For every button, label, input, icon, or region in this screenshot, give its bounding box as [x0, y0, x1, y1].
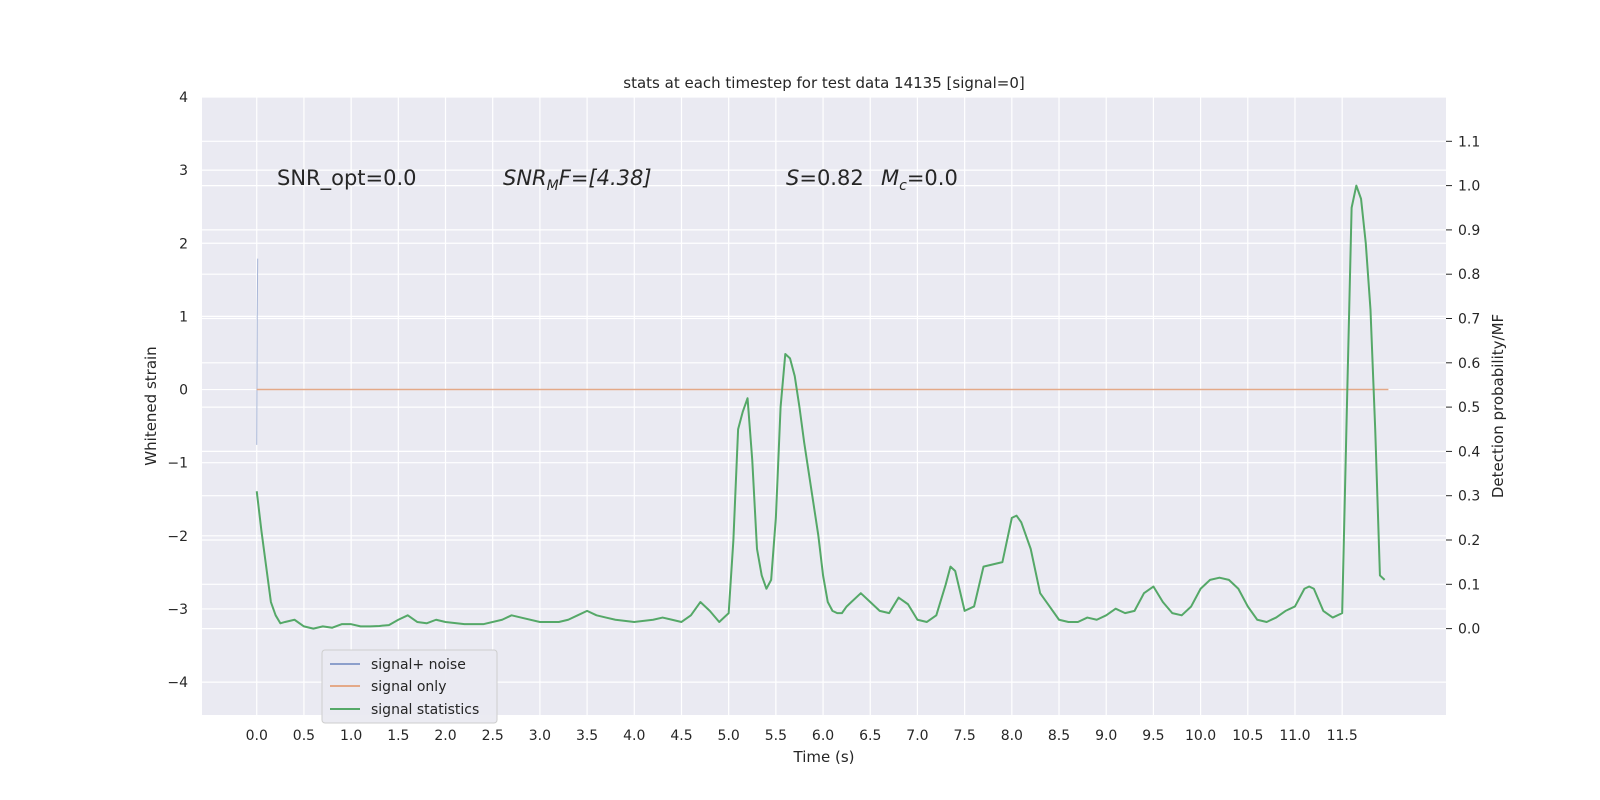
y2-tick-label-0: 0.0 [1458, 622, 1480, 638]
y2-tick-label-11: 1.1 [1458, 134, 1480, 150]
data-layer [255, 184, 1389, 630]
x-tick-label-1: 0.5 [293, 728, 315, 744]
x-tick-label-6: 3.0 [529, 728, 551, 744]
x-tick-label-14: 7.0 [906, 728, 928, 744]
y2-tick-label-5: 0.5 [1458, 400, 1480, 416]
annotation-s: S=0.82 [786, 166, 864, 190]
legend: signal+ noise signal only signal statist… [321, 649, 498, 724]
x-tick-label-10: 5.0 [718, 728, 740, 744]
x-tick-label-20: 10.0 [1185, 728, 1216, 744]
y-tick-label-7: 3 [179, 163, 188, 179]
y2-tick-label-7: 0.7 [1458, 312, 1480, 328]
x-tick-label-18: 9.0 [1095, 728, 1117, 744]
x-tick-label-22: 11.0 [1279, 728, 1310, 744]
y2-tick-label-2: 0.2 [1458, 533, 1480, 549]
annotation-snr-mf: SNRMF=[4.38] [503, 166, 652, 194]
x-tick-label-2: 1.0 [340, 728, 362, 744]
x-tick-label-5: 2.5 [482, 728, 504, 744]
y-tick-label-6: 2 [179, 236, 188, 252]
y-tick-label-2: −2 [167, 529, 188, 545]
y-axis-label: Whitened strain [142, 346, 160, 465]
x-tick-label-15: 7.5 [954, 728, 976, 744]
x-tick-label-12: 6.0 [812, 728, 834, 744]
y2-tick-label-1: 0.1 [1458, 577, 1480, 593]
x-tick-label-3: 1.5 [387, 728, 409, 744]
x-tick-label-11: 5.5 [765, 728, 787, 744]
x-tick-label-7: 3.5 [576, 728, 598, 744]
y-tick-label-1: −3 [167, 602, 188, 618]
plot-area [202, 97, 1446, 715]
legend-label-signal-statistics: signal statistics [371, 702, 479, 718]
x-tick-label-9: 4.5 [670, 728, 692, 744]
x-tick-label-19: 9.5 [1142, 728, 1164, 744]
x-tick-label-8: 4.0 [623, 728, 645, 744]
tick-labels: 0.0 0.5 1.0 1.5 2.0 2.5 3.0 3.5 4.0 4.5 5.0 5.5 6.0 6… [167, 90, 1480, 744]
series-signal-noise [256, 258, 259, 445]
y2-tick-label-9: 0.9 [1458, 223, 1480, 239]
grid-lines [202, 96, 1446, 715]
y-tick-label-3: −1 [167, 456, 188, 472]
chart-title: stats at each timestep for test data 141… [623, 74, 1024, 92]
x-tick-label-4: 2.0 [434, 728, 456, 744]
y2-tick-label-4: 0.4 [1458, 444, 1480, 460]
y-tick-label-0: −4 [167, 675, 188, 691]
y-tick-label-5: 1 [179, 309, 188, 325]
x-tick-label-13: 6.5 [859, 728, 881, 744]
annotation-snr-opt: SNR_opt=0.0 [277, 166, 417, 191]
y2-axis-label: Detection probability/MF [1489, 314, 1507, 498]
x-tick-label-21: 10.5 [1232, 728, 1263, 744]
legend-label-signal-only: signal only [371, 679, 446, 695]
y2-tick-label-10: 1.0 [1458, 179, 1480, 195]
y-tick-label-4: 0 [179, 383, 188, 399]
legend-label-signal-noise: signal+ noise [371, 657, 466, 673]
y2-tick-label-8: 0.8 [1458, 267, 1480, 283]
legend-box [321, 649, 498, 724]
x-axis-label: Time (s) [793, 748, 855, 766]
x-tick-label-0: 0.0 [246, 728, 268, 744]
series-signal-statistics [255, 184, 1386, 630]
y2-tick-label-6: 0.6 [1458, 356, 1480, 372]
x-tick-label-23: 11.5 [1327, 728, 1358, 744]
y2-tick-label-3: 0.3 [1458, 489, 1480, 505]
x-tick-label-17: 8.5 [1048, 728, 1070, 744]
annotation-mc: Mc=0.0 [881, 166, 958, 194]
x-tick-label-16: 8.0 [1001, 728, 1023, 744]
y-tick-label-8: 4 [179, 90, 188, 106]
